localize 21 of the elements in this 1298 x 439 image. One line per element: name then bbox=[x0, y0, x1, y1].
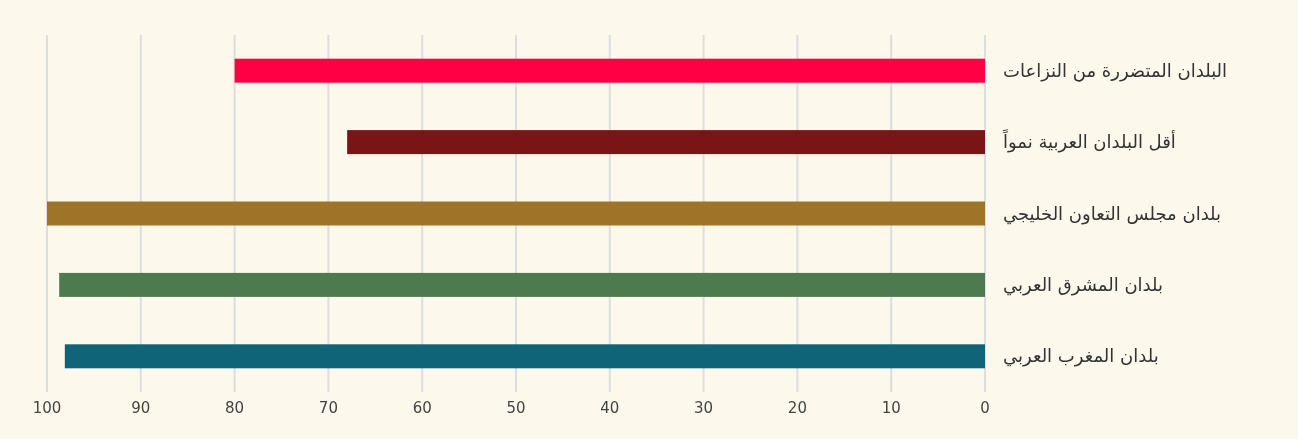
x-tick-label: 0 bbox=[980, 399, 990, 417]
x-tick-label: 60 bbox=[412, 399, 432, 417]
y-tick-label: بلدان المغرب العربي bbox=[1003, 345, 1159, 368]
bar bbox=[47, 201, 985, 226]
bar bbox=[64, 344, 985, 369]
x-tick-label: 10 bbox=[881, 399, 901, 417]
bar bbox=[59, 272, 985, 297]
x-tick-label: 20 bbox=[787, 399, 807, 417]
y-tick-label: أقل البلدان العربية نمواً bbox=[1002, 129, 1176, 154]
x-tick-label: 90 bbox=[131, 399, 151, 417]
y-tick-label: البلدان المتضررة من النزاعات bbox=[1003, 59, 1228, 82]
x-tick-label: 30 bbox=[694, 399, 714, 417]
x-tick-label: 40 bbox=[600, 399, 620, 417]
x-tick-label: 80 bbox=[225, 399, 245, 417]
y-tick-label: بلدان المشرق العربي bbox=[1003, 273, 1164, 296]
y-tick-label: بلدان مجلس التعاون الخليجي bbox=[1003, 202, 1222, 225]
bar bbox=[347, 130, 985, 155]
x-tick-label: 100 bbox=[32, 399, 62, 417]
bar bbox=[234, 58, 985, 83]
x-tick-label: 70 bbox=[318, 399, 338, 417]
x-tick-label: 50 bbox=[506, 399, 526, 417]
